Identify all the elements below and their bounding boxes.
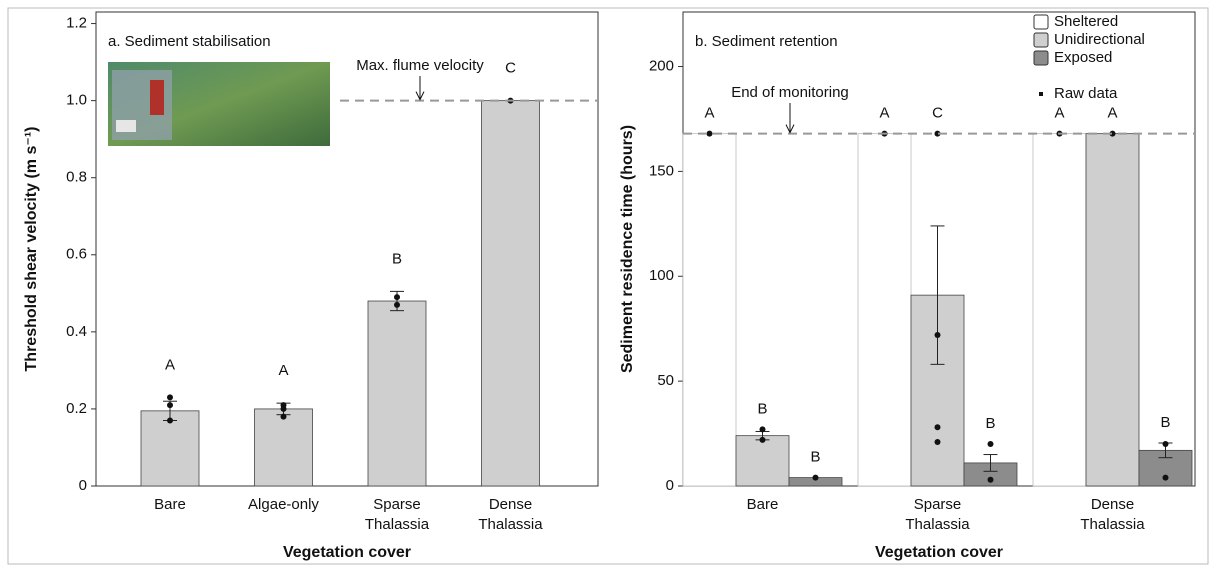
raw-point bbox=[760, 426, 766, 432]
y-tick-label: 200 bbox=[649, 57, 674, 74]
significance-letter: A bbox=[704, 105, 714, 122]
significance-letter: B bbox=[985, 415, 995, 432]
significance-letter: B bbox=[810, 449, 820, 466]
significance-letter: C bbox=[932, 105, 943, 122]
legend-label: Sheltered bbox=[1054, 13, 1118, 30]
bar bbox=[482, 101, 540, 486]
legend-label: Exposed bbox=[1054, 49, 1112, 66]
y-tick-label: 50 bbox=[657, 372, 674, 389]
significance-letter: B bbox=[1160, 414, 1170, 431]
legend-swatch bbox=[1034, 51, 1048, 65]
y-tick-label: 0 bbox=[666, 477, 674, 494]
y-tick-label: 100 bbox=[649, 267, 674, 284]
x-tick-label: Algae-only bbox=[248, 496, 319, 513]
raw-point bbox=[281, 406, 287, 412]
bar bbox=[683, 134, 736, 486]
significance-letter: A bbox=[1107, 105, 1117, 122]
raw-point bbox=[813, 475, 819, 481]
raw-point bbox=[988, 477, 994, 483]
bar bbox=[255, 409, 313, 486]
y-tick-label: 0.6 bbox=[66, 246, 87, 263]
bar bbox=[1086, 134, 1139, 486]
reference-label: End of monitoring bbox=[731, 84, 849, 101]
raw-point bbox=[760, 437, 766, 443]
photo-inset bbox=[108, 62, 330, 146]
page: {"chart_data": [ {"type": "bar", "title"… bbox=[0, 0, 1210, 566]
significance-letter: A bbox=[278, 362, 288, 379]
reference-label: Max. flume velocity bbox=[356, 57, 484, 74]
raw-point bbox=[935, 439, 941, 445]
raw-point bbox=[935, 424, 941, 430]
legend-label: Raw data bbox=[1054, 85, 1118, 102]
y-axis-label: Sediment residence time (hours) bbox=[619, 125, 636, 373]
raw-point bbox=[707, 131, 713, 137]
y-tick-label: 1.2 bbox=[66, 15, 87, 32]
x-axis-label: Vegetation cover bbox=[875, 544, 1003, 561]
significance-letter: C bbox=[505, 60, 516, 77]
y-tick-label: 0.8 bbox=[66, 169, 87, 186]
raw-point bbox=[1163, 475, 1169, 481]
panel-title: b. Sediment retention bbox=[695, 33, 838, 50]
bar bbox=[736, 436, 789, 486]
y-tick-label: 0.2 bbox=[66, 400, 87, 417]
bar bbox=[858, 134, 911, 486]
bar bbox=[1033, 134, 1086, 486]
raw-point bbox=[988, 441, 994, 447]
x-tick-label: Bare bbox=[154, 496, 186, 513]
legend-swatch bbox=[1034, 33, 1048, 47]
significance-letter: B bbox=[392, 250, 402, 267]
y-tick-label: 1.0 bbox=[66, 92, 87, 109]
significance-letter: A bbox=[165, 356, 175, 373]
raw-point bbox=[394, 302, 400, 308]
legend-label: Unidirectional bbox=[1054, 31, 1145, 48]
x-axis-label: Vegetation cover bbox=[283, 544, 411, 561]
significance-letter: B bbox=[757, 400, 767, 417]
y-tick-label: 150 bbox=[649, 162, 674, 179]
raw-point bbox=[167, 402, 173, 408]
x-tick-label: Bare bbox=[747, 496, 779, 513]
y-tick-label: 0 bbox=[79, 477, 87, 494]
legend-dot bbox=[1039, 92, 1043, 96]
raw-point bbox=[1163, 441, 1169, 447]
raw-point bbox=[167, 417, 173, 423]
raw-point bbox=[167, 394, 173, 400]
significance-letter: A bbox=[879, 105, 889, 122]
y-tick-label: 0.4 bbox=[66, 323, 87, 340]
significance-letter: A bbox=[1054, 105, 1064, 122]
legend-swatch bbox=[1034, 15, 1048, 29]
panel-title: a. Sediment stabilisation bbox=[108, 33, 271, 50]
raw-point bbox=[935, 332, 941, 338]
bar bbox=[368, 301, 426, 486]
raw-point bbox=[394, 294, 400, 300]
y-axis-label: Threshold shear velocity (m s⁻¹) bbox=[23, 127, 40, 372]
figure: 0 0.2 0.4 0.6 0.8 1.0 1.2 a. Sediment stabilisa… bbox=[0, 0, 1210, 566]
raw-point bbox=[281, 414, 287, 420]
